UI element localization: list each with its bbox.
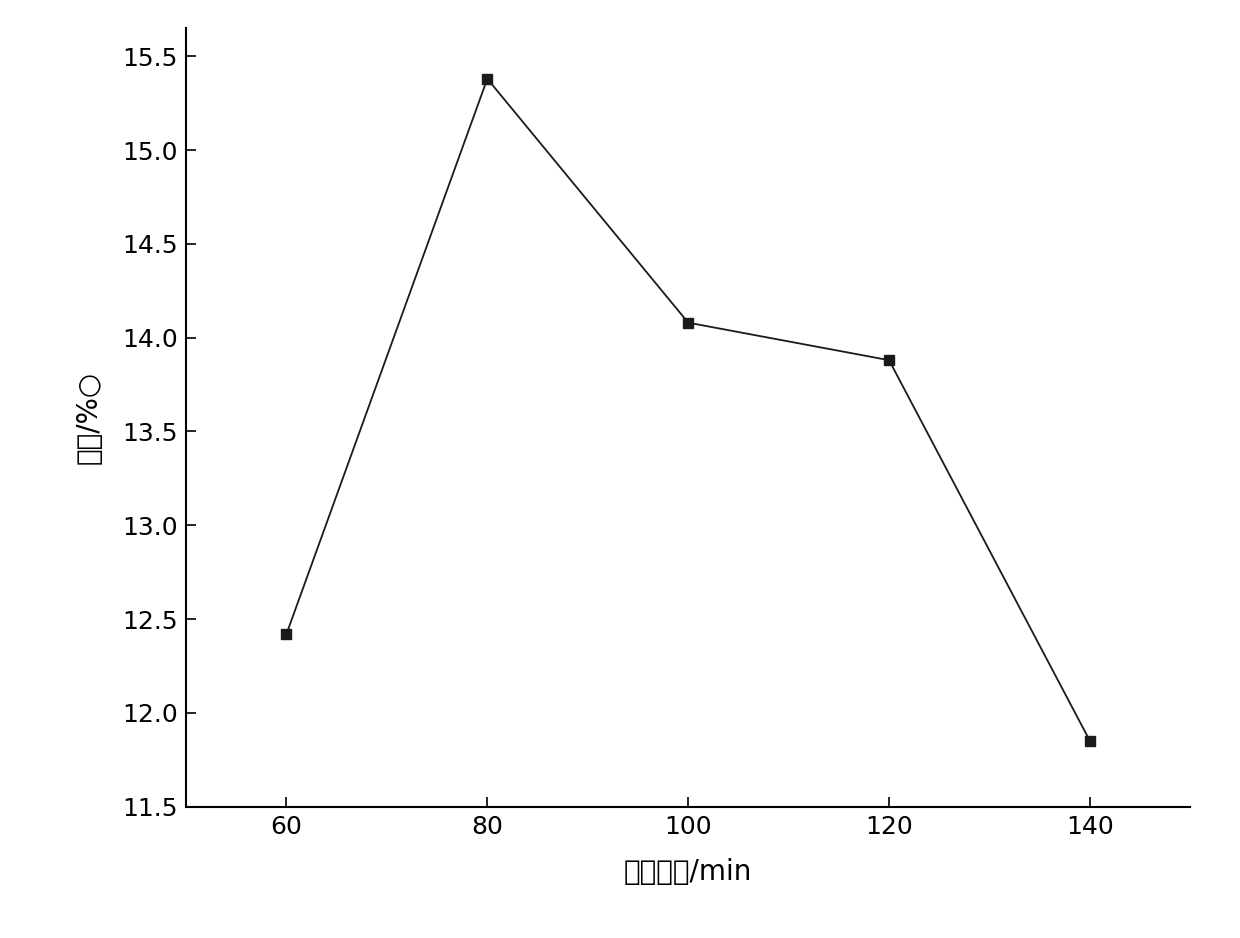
Y-axis label: 产率/%○: 产率/%○	[74, 371, 103, 464]
X-axis label: 反应时间/min: 反应时间/min	[624, 858, 753, 886]
